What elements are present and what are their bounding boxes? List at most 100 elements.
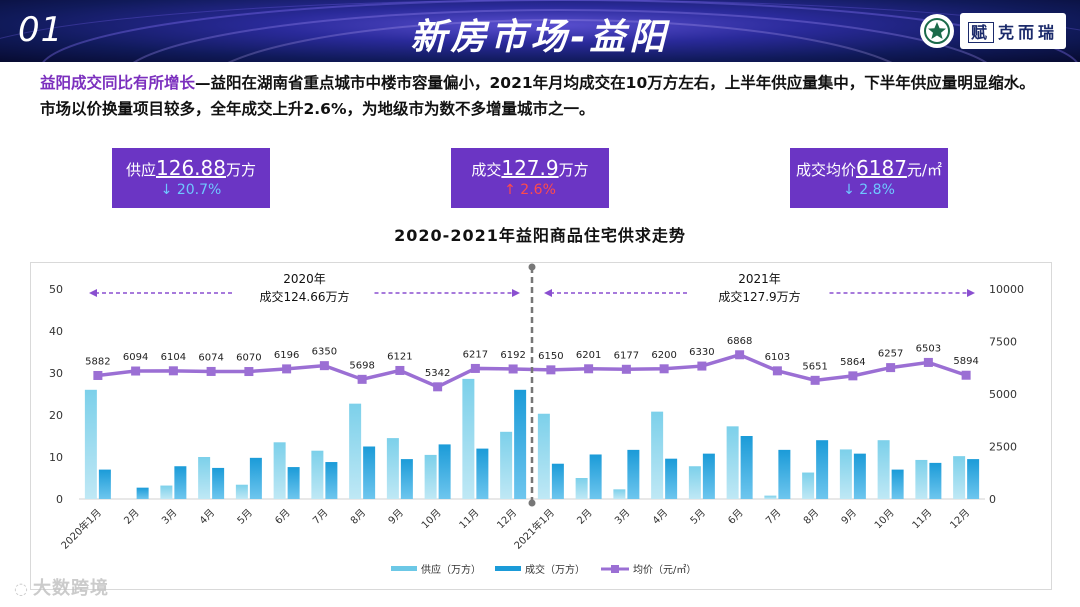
- supply-bar: [386, 438, 399, 499]
- deal-bar: [740, 436, 753, 499]
- y-right-tick-label: 2500: [989, 441, 1017, 454]
- lead-text: —益阳在湖南省重点城市中楼市容量偏小，2021年月均成交在10万方左右，上半年供…: [40, 74, 1035, 118]
- price-point: [357, 374, 367, 384]
- x-tick-label: 8月: [348, 507, 368, 527]
- header-banner: 01 新房市场-益阳 赋克而瑞: [0, 0, 1080, 62]
- price-data-label: 6503: [916, 343, 941, 354]
- price-data-label: 5894: [953, 356, 978, 367]
- brand-logo: 赋克而瑞: [919, 12, 1066, 50]
- page-number: 01: [18, 10, 64, 50]
- x-tick-label: 5月: [235, 507, 255, 527]
- price-point: [470, 363, 480, 373]
- x-tick-label: 12月: [495, 507, 520, 532]
- deal-bar: [929, 462, 942, 499]
- supply-bar: [198, 457, 211, 499]
- deal-bar: [891, 469, 904, 499]
- year-divider-bottom-dot: [528, 499, 536, 507]
- deal-bar: [287, 467, 300, 499]
- kpi-price-change: ↓ 2.8%: [843, 182, 895, 198]
- chart-container: 0 10 20 30 40 50 0 2500 5000 7500 10000 5882 6094 610…: [30, 262, 1052, 590]
- deal-bar: [665, 458, 678, 499]
- annotation-arrowhead-right: [967, 289, 975, 297]
- lead-paragraph: 益阳成交同比有所增长—益阳在湖南省重点城市中楼市容量偏小，2021年月均成交在1…: [40, 70, 1050, 122]
- deal-bar: [98, 469, 111, 499]
- price-data-label: 6150: [538, 351, 563, 362]
- x-tick-label: 9月: [386, 507, 406, 527]
- price-data-label: 6201: [576, 350, 601, 361]
- supply-bar: [764, 495, 777, 499]
- legend-price-marker: [611, 565, 619, 573]
- supply-bar: [575, 478, 588, 499]
- price-point: [848, 371, 858, 381]
- deal-bar: [325, 462, 338, 499]
- price-data-label: 6121: [387, 351, 412, 362]
- supply-bar: [160, 485, 173, 499]
- price-data-label: 6350: [312, 347, 337, 358]
- deal-bar: [400, 459, 413, 499]
- y-right-tick-label: 5000: [989, 388, 1017, 401]
- legend-price-label: 均价（元/㎡）: [633, 564, 696, 576]
- price-point: [961, 370, 971, 380]
- price-point: [93, 370, 103, 380]
- supply-bar: [311, 450, 324, 499]
- supply-bar: [953, 456, 966, 499]
- deal-bar: [853, 453, 866, 499]
- x-tick-label: 3月: [159, 507, 179, 527]
- deal-bar: [212, 467, 225, 499]
- y-left-tick-label: 0: [56, 493, 63, 506]
- price-data-label: 6103: [765, 352, 790, 363]
- x-tick-label: 4月: [197, 507, 217, 527]
- deal-bar: [967, 459, 980, 499]
- price-point: [584, 364, 594, 374]
- kpi-supply-change: ↓ 20.7%: [160, 182, 222, 198]
- price-data-label: 6074: [198, 352, 223, 363]
- price-data-label: 5651: [802, 361, 827, 372]
- price-point: [886, 363, 896, 373]
- supply-bar: [500, 431, 513, 499]
- y-left-tick-label: 50: [49, 283, 63, 296]
- x-tick-label: 9月: [839, 507, 859, 527]
- price-data-label: 6104: [161, 352, 186, 363]
- deal-bar: [702, 453, 715, 499]
- chart-title: 2020-2021年益阳商品住宅供求走势: [394, 226, 686, 245]
- deal-bar: [363, 446, 376, 499]
- kpi-deals-change: ↑ 2.6%: [504, 182, 556, 198]
- supply-bar: [84, 389, 97, 499]
- supply-bar: [349, 403, 362, 499]
- star-badge-icon: [919, 14, 954, 48]
- y-left-tick-label: 20: [49, 409, 63, 422]
- price-data-label: 5342: [425, 368, 450, 379]
- brand-name: 赋克而瑞: [959, 13, 1066, 49]
- price-data-label: 6192: [500, 350, 525, 361]
- x-tick-label: 7月: [310, 507, 330, 527]
- legend-supply-swatch: [391, 566, 417, 571]
- price-data-label: 6196: [274, 350, 299, 361]
- lead-highlight: 益阳成交同比有所增长: [40, 74, 196, 92]
- price-point: [395, 365, 405, 375]
- x-tick-label: 2月: [575, 507, 595, 527]
- x-tick-label: 8月: [801, 507, 821, 527]
- supply-bar: [915, 459, 928, 499]
- price-point: [659, 364, 669, 374]
- deal-bar: [627, 449, 640, 499]
- annotation-year: 2021年: [738, 272, 781, 286]
- legend-supply-label: 供应（万方）: [421, 563, 481, 576]
- price-point: [621, 364, 631, 374]
- watermark-icon: ◌: [14, 579, 29, 598]
- deal-bar: [174, 466, 187, 499]
- deal-bar: [438, 444, 451, 499]
- kpi-supply-value: 126.88: [156, 156, 226, 180]
- year-divider-top-dot: [528, 263, 536, 271]
- annotation-year: 2020年: [283, 272, 326, 286]
- x-tick-label: 2021年1月: [511, 506, 557, 552]
- y-left-tick-label: 40: [49, 325, 63, 338]
- price-data-label: 5864: [840, 357, 865, 368]
- annotation-total: 成交124.66万方: [260, 289, 350, 304]
- annotation-arrowhead-left: [89, 289, 97, 297]
- price-point: [546, 365, 556, 375]
- supply-bar: [424, 454, 437, 499]
- price-point: [508, 364, 518, 374]
- x-tick-label: 6月: [726, 507, 746, 527]
- deal-bar: [249, 457, 262, 499]
- price-point: [206, 366, 216, 376]
